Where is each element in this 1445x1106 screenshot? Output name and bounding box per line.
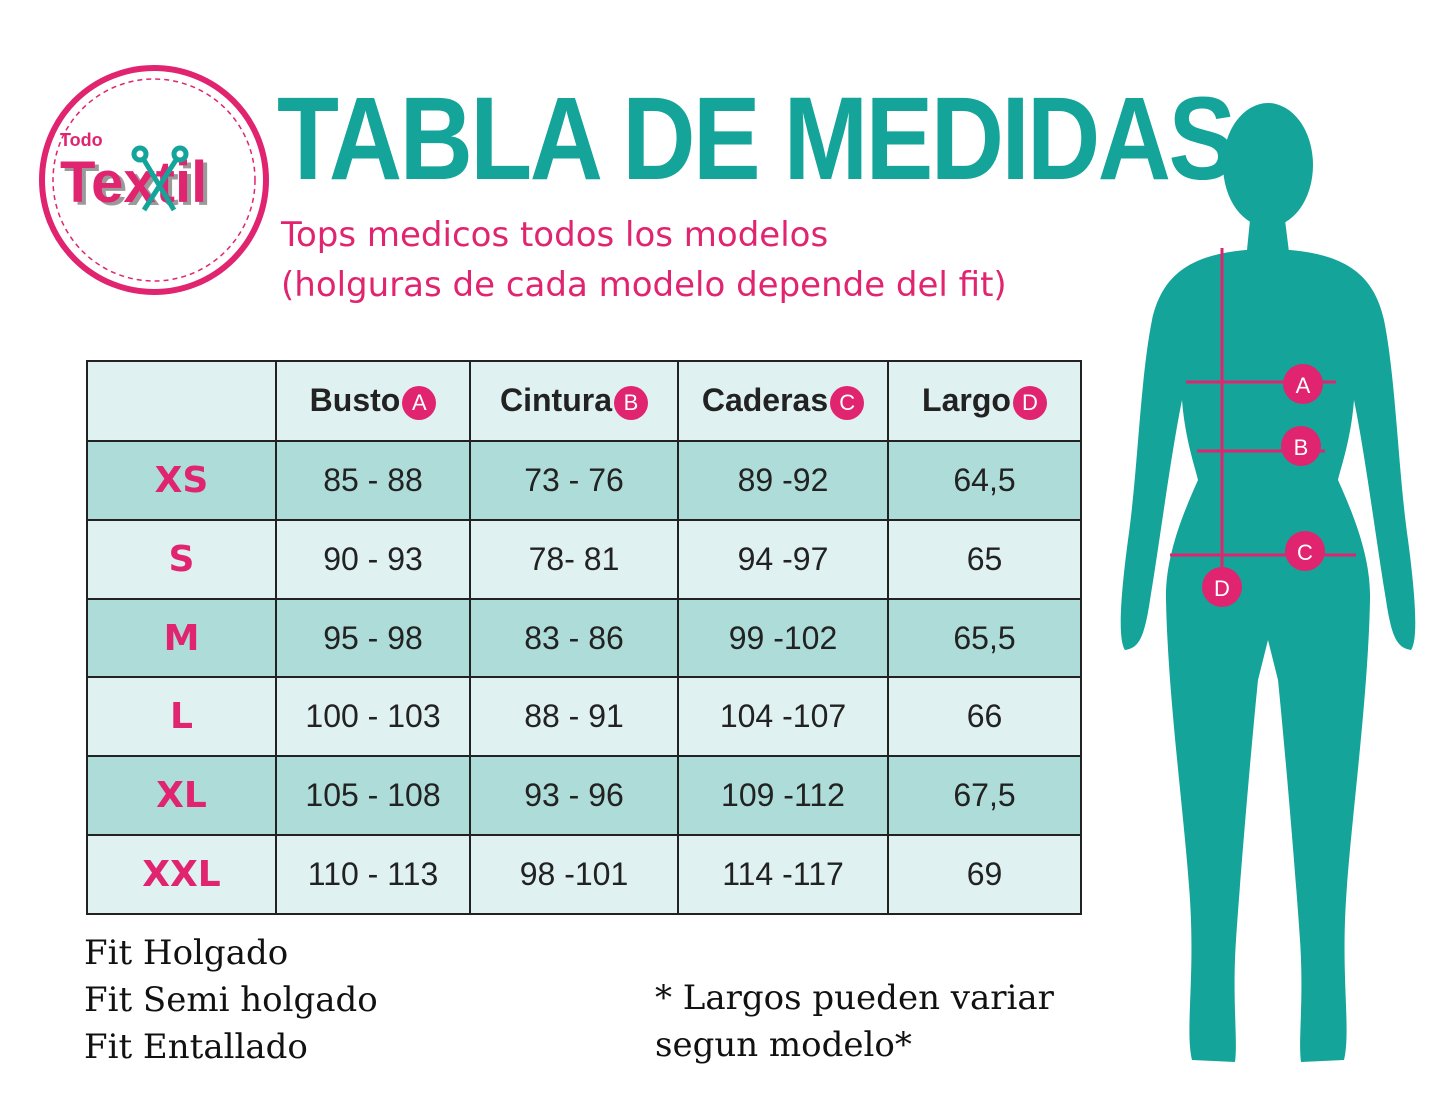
caderas-value: 114 -117 xyxy=(677,834,889,915)
header-caderas: Caderas C xyxy=(677,360,889,442)
svg-text:Textil: Textil xyxy=(64,153,211,218)
body-measurement-figure: A B C D xyxy=(1120,103,1416,1062)
note-line-1: * Largos pueden variar xyxy=(655,978,1054,1018)
size-label: S xyxy=(86,518,277,600)
marker-a: A xyxy=(1283,364,1323,404)
fit-item: Fit Entallado xyxy=(84,1027,308,1067)
table-row: M 95 - 98 83 - 86 99 -102 65,5 xyxy=(86,597,1082,679)
marker-b: B xyxy=(1281,426,1321,466)
largo-value: 69 xyxy=(887,834,1082,915)
largo-value: 66 xyxy=(887,676,1082,758)
largo-value: 65,5 xyxy=(887,597,1082,679)
badge-c: C xyxy=(830,385,865,420)
svg-text:D: D xyxy=(1214,576,1230,601)
caderas-value: 109 -112 xyxy=(677,755,889,837)
caderas-value: 89 -92 xyxy=(677,440,889,521)
caderas-value: 99 -102 xyxy=(677,597,889,679)
largo-value: 64,5 xyxy=(887,440,1082,521)
note-line-2: segun modelo* xyxy=(655,1025,912,1065)
largo-value: 65 xyxy=(887,518,1082,600)
busto-value: 100 - 103 xyxy=(275,676,471,758)
fit-item: Fit Holgado xyxy=(84,933,289,973)
size-label: XL xyxy=(86,755,277,837)
cintura-value: 73 - 76 xyxy=(469,440,679,521)
female-silhouette xyxy=(1120,103,1416,1062)
scissors-icon xyxy=(131,145,189,212)
busto-value: 110 - 113 xyxy=(275,834,471,915)
busto-value: 95 - 98 xyxy=(275,597,471,679)
busto-value: 85 - 88 xyxy=(275,440,471,521)
marker-d: D xyxy=(1202,567,1242,607)
table-row: XXL 110 - 113 98 -101 114 -117 69 xyxy=(86,834,1082,915)
cintura-value: 93 - 96 xyxy=(469,755,679,837)
busto-value: 105 - 108 xyxy=(275,755,471,837)
length-note: * Largos pueden variar segun modelo* xyxy=(655,975,1095,1069)
subtitle-line-1: Tops medicos todos los modelos xyxy=(281,215,829,255)
logo-top-text: Todo xyxy=(60,130,103,150)
svg-text:A: A xyxy=(1296,373,1311,398)
cintura-value: 83 - 86 xyxy=(469,597,679,679)
cintura-value: 98 -101 xyxy=(469,834,679,915)
table-row: XL 105 - 108 93 - 96 109 -112 67,5 xyxy=(86,755,1082,837)
size-label: M xyxy=(86,597,277,679)
badge-a: A xyxy=(402,385,437,420)
svg-text:B: B xyxy=(1294,435,1309,460)
largo-value: 67,5 xyxy=(887,755,1082,837)
cintura-value: 78- 81 xyxy=(469,518,679,600)
fit-list: Fit Holgado Fit Semi holgado Fit Entalla… xyxy=(84,930,378,1071)
cintura-value: 88 - 91 xyxy=(469,676,679,758)
header-empty-cell xyxy=(86,360,277,442)
header-largo: Largo D xyxy=(887,360,1082,442)
busto-value: 90 - 93 xyxy=(275,518,471,600)
size-label: XS xyxy=(86,440,277,521)
header-busto: Busto A xyxy=(275,360,471,442)
table-row: XS 85 - 88 73 - 76 89 -92 64,5 xyxy=(86,440,1082,521)
table-row: L 100 - 103 88 - 91 104 -107 66 xyxy=(86,676,1082,758)
marker-c: C xyxy=(1285,531,1325,571)
todo-textil-logo: Todo Textil Textil xyxy=(39,65,269,295)
table-header-row: Busto A Cintura B Caderas C Largo D xyxy=(86,360,1082,442)
caderas-value: 94 -97 xyxy=(677,518,889,600)
svg-text:C: C xyxy=(1297,540,1313,565)
table-row: S 90 - 93 78- 81 94 -97 65 xyxy=(86,518,1082,600)
subtitle: Tops medicos todos los modelos (holguras… xyxy=(281,210,1007,310)
caderas-value: 104 -107 xyxy=(677,676,889,758)
size-label: XXL xyxy=(86,834,277,915)
badge-d: D xyxy=(1012,385,1047,420)
fit-item: Fit Semi holgado xyxy=(84,980,378,1020)
page-title: TABLA DE MEDIDAS xyxy=(277,73,1236,205)
subtitle-line-2: (holguras de cada modelo depende del fit… xyxy=(281,265,1007,305)
size-label: L xyxy=(86,676,277,758)
badge-b: B xyxy=(614,385,648,420)
header-cintura: Cintura B xyxy=(469,360,679,442)
size-table: Busto A Cintura B Caderas C Largo D XS 85 - 8… xyxy=(86,360,1082,915)
